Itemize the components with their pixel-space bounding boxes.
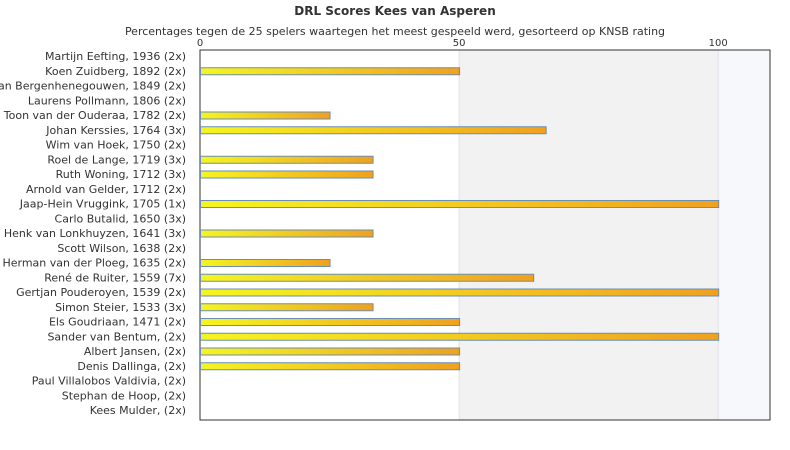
y-category-label: Scott Wilson, 1638 (2x): [57, 242, 186, 255]
y-category-label: Stephan de Hoop, (2x): [62, 389, 186, 402]
bar: [200, 332, 720, 341]
y-category-label: René de Ruiter, 1559 (7x): [44, 271, 186, 284]
y-category-label: Martijn Eefting, 1936 (2x): [45, 50, 186, 63]
chart-subtitle: Percentages tegen de 25 spelers waartege…: [124, 25, 666, 38]
bar: [200, 347, 461, 356]
y-category-label: Arnold van Gelder, 1712 (2x): [26, 183, 186, 196]
bar: [200, 170, 374, 179]
bar: [200, 318, 461, 326]
plot-band: [718, 50, 770, 420]
y-category-label: Simon Steier, 1533 (3x): [55, 301, 186, 314]
y-category-label: Sander van Bentum, (2x): [47, 330, 186, 343]
y-category-label: Albert Jansen, (2x): [84, 345, 186, 358]
x-tick-label: 0: [197, 38, 203, 49]
y-category-label: Toon van der Ouderaa, 1782 (2x): [3, 109, 186, 122]
y-category-label: Gertjan Pouderoyen, 1539 (2x): [16, 286, 186, 299]
x-tick-label: 50: [453, 38, 466, 49]
y-category-label: Koen Zuidberg, 1892 (2x): [45, 65, 186, 78]
y-category-label: Jaap-Hein Vruggink, 1705 (1x): [19, 198, 186, 211]
y-category-label: Els Goudriaan, 1471 (2x): [49, 316, 186, 329]
bar: [200, 200, 720, 208]
y-category-label: Herman van der Ploeg, 1635 (2x): [2, 257, 186, 270]
y-category-label: Henk van Lonkhuyzen, 1641 (3x): [4, 227, 186, 240]
plot-frame: [199, 49, 771, 421]
y-category-label: Denis Dallinga, (2x): [77, 360, 186, 373]
y-category-label: Paul Villalobos Valdivia, (2x): [32, 375, 186, 388]
bar: [200, 303, 374, 312]
y-category-label: Ruth Woning, 1712 (3x): [56, 168, 186, 181]
bar: [200, 67, 461, 76]
y-category-label: Roel de Lange, 1719 (3x): [47, 153, 186, 166]
bar: [200, 111, 331, 120]
y-category-label: Laurens Pollmann, 1806 (2x): [28, 94, 186, 107]
y-category-label: van Bergenhenegouwen, 1849 (2x): [0, 80, 186, 93]
bar: [200, 362, 461, 371]
plot-band: [459, 50, 719, 420]
y-category-label: Wim van Hoek, 1750 (2x): [46, 139, 186, 152]
y-category-label: Johan Kerssies, 1764 (3x): [45, 124, 186, 137]
y-category-label: Kees Mulder, (2x): [90, 404, 186, 417]
bar: [200, 273, 535, 282]
bar: [200, 288, 720, 297]
bar: [200, 155, 374, 164]
bar: [200, 229, 374, 238]
bar: [200, 259, 331, 267]
y-category-label: Carlo Butalid, 1650 (3x): [55, 212, 186, 225]
x-tick-label: 100: [709, 38, 728, 49]
chart-title: DRL Scores Kees van Asperen: [294, 4, 496, 18]
bar: [200, 126, 547, 135]
